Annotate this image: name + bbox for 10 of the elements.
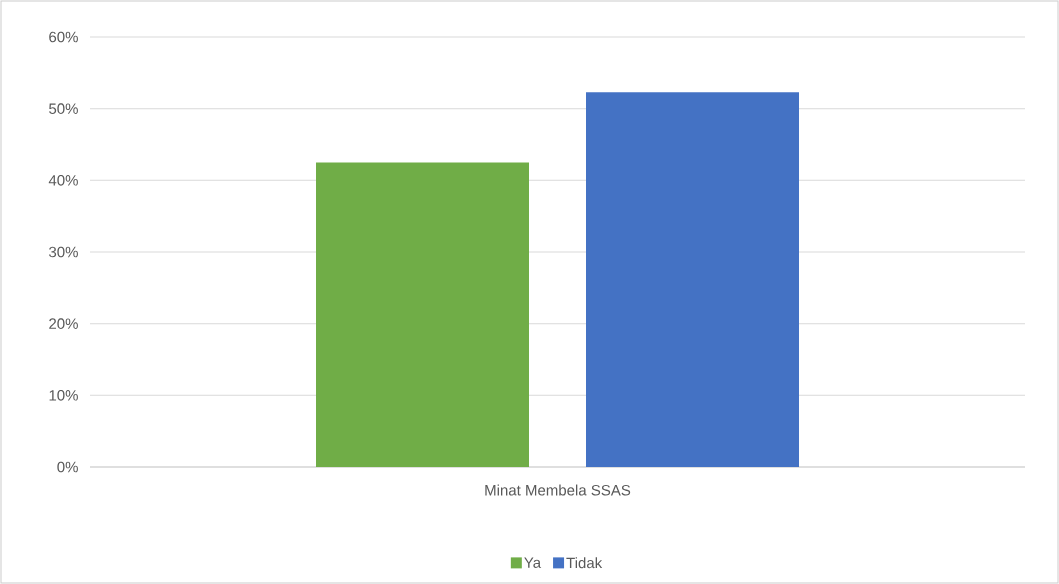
y-tick-label: 60% [49,31,78,43]
y-tick-label: 40% [48,175,78,186]
legend-label: Ya [524,557,542,568]
y-tick-label: 30% [49,246,78,258]
x-tick-label: Minat Membela SSAS [485,484,631,496]
y-tick-label: 50% [49,103,78,114]
y-tick-label: 10% [49,390,78,401]
y-tick-label: 0% [57,461,78,473]
y-tick-label: 20% [49,318,78,329]
legend-label: Tidak [566,557,603,569]
